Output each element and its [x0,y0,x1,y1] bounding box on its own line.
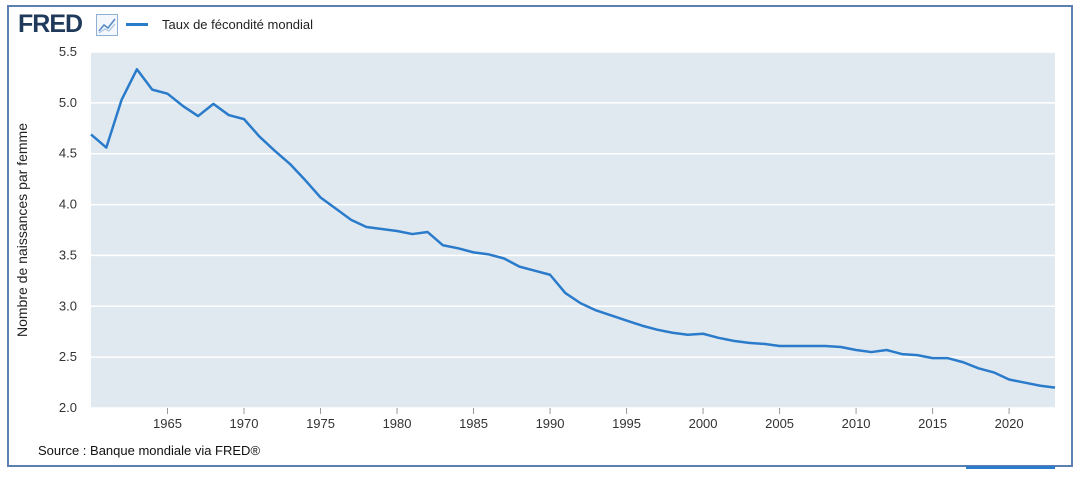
legend-swatch [126,22,148,26]
chart-line-icon [96,14,118,36]
scroll-indicator[interactable] [966,466,1055,469]
series-lines [90,68,1056,389]
series-line [90,68,1056,389]
fred-logo: FRED [18,10,83,38]
x-tick-label: 1985 [459,416,488,431]
series-points [90,69,1056,388]
x-tick-label: 2005 [765,416,794,431]
x-tick-label: 1965 [153,416,182,431]
x-tick-label: 1975 [306,416,335,431]
x-tick-label: 1990 [536,416,565,431]
grid-lines [91,51,1055,409]
x-tick-labels: 1965 1970 1975 1980 1985 1990 1995 2000 2005 2010… [153,408,1024,431]
legend-label: Taux de fécondité mondial [162,16,314,32]
y-tick-label: 4.5 [59,146,77,161]
y-tick-label: 5.0 [59,95,77,110]
y-tick-label: 3.5 [59,247,77,262]
x-tick-label: 1980 [383,416,412,431]
x-tick-label: 1995 [612,416,641,431]
x-tick-label: 2000 [689,416,718,431]
y-tick-label: 5.5 [59,44,77,59]
plot-area [91,52,1055,408]
y-tick-labels: 2.0 2.5 3.0 3.5 4.0 4.5 5.0 5.5 [59,44,77,415]
y-tick-label: 2.5 [59,349,77,364]
x-tick-label: 2020 [995,416,1024,431]
x-tick-label: 2015 [918,416,947,431]
x-tick-label: 2010 [842,416,871,431]
y-tick-label: 2.0 [59,400,77,415]
y-tick-label: 4.0 [59,197,77,212]
source-note: Source : Banque mondiale via FRED® [38,443,261,458]
y-tick-label: 3.0 [59,298,77,313]
legend[interactable]: Taux de fécondité mondial [126,14,313,34]
x-tick-label: 1970 [230,416,259,431]
